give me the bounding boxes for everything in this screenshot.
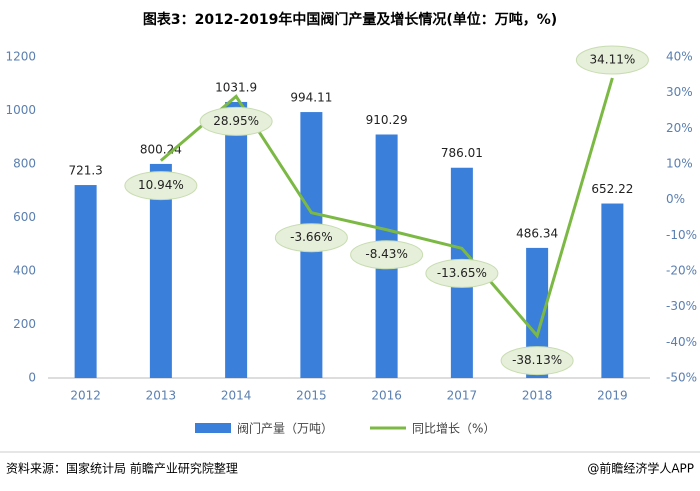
line-value-label: 10.94% — [138, 178, 184, 192]
value-label-bubble — [425, 258, 499, 288]
y-tick-label: 400 — [13, 264, 36, 278]
bar-value-label: 994.11 — [290, 91, 332, 105]
bar — [74, 185, 97, 378]
chart-title: 图表3：2012-2019年中国阀门产量及增长情况(单位：万吨，%) — [143, 11, 557, 28]
bar-value-label: 652.22 — [591, 182, 633, 196]
line — [159, 77, 614, 339]
legend-label: 同比增长（%） — [412, 422, 495, 436]
line-value-label: 34.11% — [589, 53, 635, 67]
bar — [601, 203, 624, 378]
x-tick-label: 2013 — [146, 389, 177, 403]
y2-tick-label: 0% — [666, 192, 685, 206]
y-tick-label: 0 — [28, 371, 36, 385]
y-tick-label: 800 — [13, 157, 36, 171]
y2-tick-label: 10% — [666, 157, 693, 171]
bar — [526, 247, 549, 378]
y2-tick-label: -10% — [666, 228, 697, 242]
line-value-label: -8.43% — [365, 247, 407, 261]
x-tick-label: 2016 — [371, 389, 402, 403]
y2-tick-label: -40% — [666, 335, 697, 349]
credit: @前瞻经济学人APP — [587, 461, 694, 476]
y-tick-label: 1000 — [5, 103, 36, 117]
x-tick-label: 2019 — [597, 389, 628, 403]
legend-label: 阀门产量（万吨） — [237, 421, 333, 436]
y2-tick-label: -30% — [666, 299, 697, 313]
bar — [149, 163, 172, 378]
line-value-label: -3.66% — [290, 230, 332, 244]
x-tick-label: 2014 — [221, 389, 252, 403]
y2-tick-label: 40% — [666, 50, 693, 64]
x-tick-label: 2018 — [522, 389, 553, 403]
bar-value-label: 486.34 — [516, 226, 558, 240]
y2-tick-label: 20% — [666, 121, 693, 135]
bar-value-label: 1031.9 — [215, 80, 257, 94]
line-value-label: 28.95% — [213, 114, 259, 128]
line-value-label: -13.65% — [437, 266, 487, 280]
bar — [225, 101, 248, 379]
y2-tick-label: -50% — [666, 371, 697, 385]
value-label-bubble — [274, 223, 348, 253]
bar-value-label: 910.29 — [366, 113, 408, 127]
value-label-bubble — [350, 240, 424, 270]
y2-tick-label: 30% — [666, 85, 693, 99]
y2-tick-label: -20% — [666, 264, 697, 278]
x-tick-label: 2015 — [296, 389, 327, 403]
value-label-bubble — [124, 171, 198, 201]
value-label-bubble — [500, 346, 574, 376]
value-label-bubble — [199, 106, 273, 136]
x-tick-label: 2012 — [70, 389, 101, 403]
value-label-bubble — [575, 45, 649, 75]
legend-swatch — [195, 423, 231, 433]
bar-value-label: 786.01 — [441, 146, 483, 160]
x-tick-label: 2017 — [447, 389, 478, 403]
line-value-label: -38.13% — [512, 353, 562, 367]
y-tick-label: 200 — [13, 317, 36, 331]
y-tick-label: 600 — [13, 210, 36, 224]
bar-value-label: 721.3 — [68, 164, 102, 178]
source: 资料来源：国家统计局 前瞻产业研究院整理 — [6, 461, 238, 476]
y-tick-label: 1200 — [5, 50, 36, 64]
